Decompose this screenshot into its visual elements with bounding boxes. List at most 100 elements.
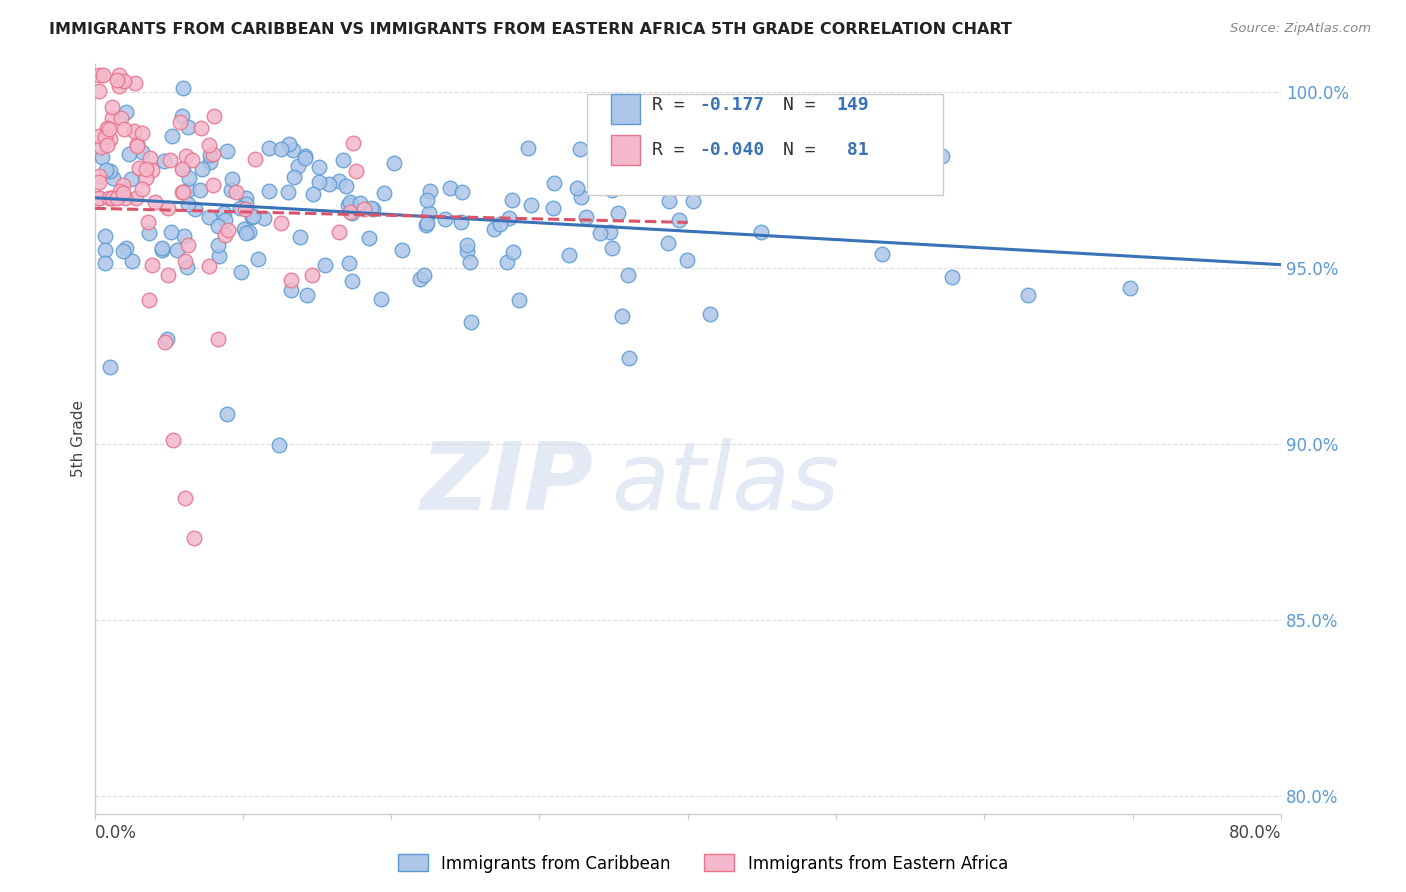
Point [337,198,360,212]
Point [235,191,257,205]
Point [112,74,135,88]
Point [277,185,299,199]
Point [115,105,138,120]
Point [139,151,162,165]
Point [172,186,194,200]
Point [233,222,256,236]
Point [96,138,118,153]
Point [131,145,153,159]
Point [370,293,392,307]
Point [280,283,302,297]
Point [565,181,588,195]
Point [156,332,179,346]
Point [600,241,623,255]
Point [433,211,456,226]
Point [439,180,461,194]
Point [257,141,280,155]
Point [283,169,305,184]
Y-axis label: 5th Grade: 5th Grade [72,401,86,477]
Point [498,211,520,226]
Point [108,68,131,82]
Point [177,238,200,252]
Point [599,225,621,239]
Point [184,202,207,217]
Point [100,100,122,114]
Text: 0.0%: 0.0% [94,824,136,842]
Point [105,191,128,205]
Point [160,129,183,144]
Point [516,141,538,155]
Point [246,252,269,267]
Point [520,198,543,212]
Point [98,164,121,178]
Point [489,217,512,231]
Point [160,225,183,239]
Point [120,171,142,186]
Point [214,213,236,227]
Point [98,121,121,136]
Legend: Immigrants from Caribbean, Immigrants from Eastern Africa: Immigrants from Caribbean, Immigrants fr… [391,847,1015,880]
FancyBboxPatch shape [610,94,640,124]
Point [723,179,745,194]
Text: Source: ZipAtlas.com: Source: ZipAtlas.com [1230,22,1371,36]
Point [138,293,160,307]
Text: -0.040: -0.040 [700,141,765,160]
Point [339,198,361,212]
Point [100,191,122,205]
Point [915,179,938,194]
Point [162,434,184,448]
Point [125,191,148,205]
Point [190,182,212,196]
Point [339,205,361,219]
Point [118,147,141,161]
Point [619,351,641,366]
Point [253,211,276,226]
Point [328,174,350,188]
Point [575,210,598,224]
Point [238,225,260,239]
Point [870,247,893,261]
Point [173,229,195,244]
Point [96,121,118,136]
Point [391,243,413,257]
Point [290,230,312,244]
Point [657,235,679,250]
Point [141,162,163,177]
Point [107,78,129,93]
Point [749,225,772,239]
Point [202,109,225,123]
Point [105,190,128,204]
Point [340,206,363,220]
Point [159,153,181,167]
Point [156,202,179,216]
Point [344,164,367,178]
Point [110,111,132,125]
Point [413,268,436,282]
Point [235,197,257,211]
Point [332,153,354,168]
Point [114,122,136,136]
Point [243,152,266,166]
Point [208,250,231,264]
Point [91,150,114,164]
Point [225,185,247,199]
Point [221,172,243,186]
Text: R =: R = [652,96,696,114]
Point [450,215,472,229]
Point [357,231,380,245]
Point [314,258,336,272]
Point [172,186,194,200]
Point [172,81,194,95]
Point [416,194,439,208]
Point [112,244,135,259]
Point [600,183,623,197]
Point [349,196,371,211]
Point [342,136,364,150]
Point [152,243,174,257]
Point [169,115,191,129]
Point [177,170,200,185]
Point [135,171,157,186]
Point [270,142,292,156]
Point [207,238,229,252]
Point [128,161,150,175]
